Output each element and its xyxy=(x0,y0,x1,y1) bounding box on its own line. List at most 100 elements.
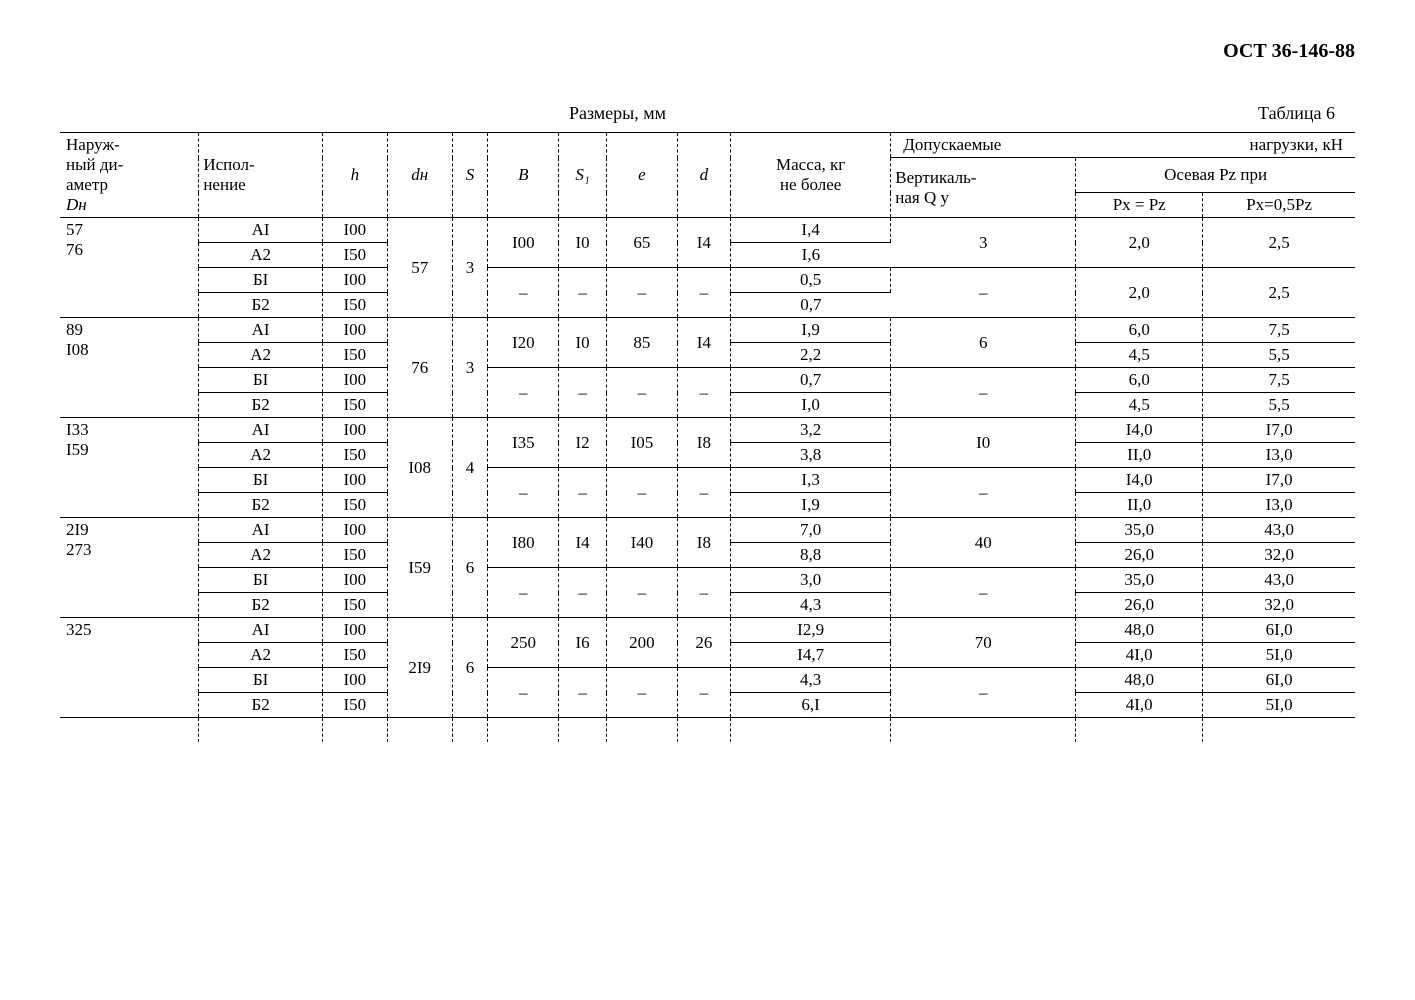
cell xyxy=(1203,718,1355,743)
table-row: БII00––––0,5–2,02,5 xyxy=(60,268,1355,293)
hdr-ispol-l1: Испол- xyxy=(203,155,254,174)
cell-px: 35,0 xyxy=(1076,518,1203,543)
cell-h: I50 xyxy=(322,693,387,718)
cell-px05: 32,0 xyxy=(1203,543,1355,568)
cell-mass: 3,2 xyxy=(731,418,891,443)
cell-ispol: АI xyxy=(199,318,323,343)
cell-h: I00 xyxy=(322,668,387,693)
table-row: БII00––––4,3–48,06I,0 xyxy=(60,668,1355,693)
cell-S: 6 xyxy=(452,518,488,618)
hdr-d: d xyxy=(677,133,730,218)
hdr-vert-l1: Вертикаль- xyxy=(895,168,976,187)
cell-px05: 43,0 xyxy=(1203,518,1355,543)
hdr-px-eq: Px = Pz xyxy=(1076,193,1203,218)
cell-mass: I,4 xyxy=(731,218,891,243)
cell-ispol: Б2 xyxy=(199,693,323,718)
cell-ispol: А2 xyxy=(199,643,323,668)
caption-row: Размеры, мм Таблица 6 xyxy=(60,103,1355,124)
cell-S1: – xyxy=(559,668,607,718)
cell-h: I50 xyxy=(322,493,387,518)
cell-B: – xyxy=(488,368,559,418)
cell-h: I50 xyxy=(322,593,387,618)
cell-h: I00 xyxy=(322,618,387,643)
cell-e: – xyxy=(607,568,678,618)
hdr-mass-l2: не более xyxy=(780,175,841,194)
cell-dn2: I59 xyxy=(387,518,452,618)
cell-ispol: БI xyxy=(199,468,323,493)
cell-px: II,0 xyxy=(1076,443,1203,468)
cell-dn2: 76 xyxy=(387,318,452,418)
hdr-px-half: Px=0,5Pz xyxy=(1203,193,1355,218)
cell-px05: I3,0 xyxy=(1203,443,1355,468)
cell-mass: 3,8 xyxy=(731,443,891,468)
cell-mass: I,0 xyxy=(731,393,891,418)
cell-mass: 6,I xyxy=(731,693,891,718)
cell-mass: 0,7 xyxy=(731,368,891,393)
cell xyxy=(452,718,488,743)
caption-center: Размеры, мм xyxy=(80,103,1155,124)
cell-e: – xyxy=(607,368,678,418)
cell-px: 2,0 xyxy=(1076,218,1203,268)
cell xyxy=(731,718,891,743)
cell-mass: I4,7 xyxy=(731,643,891,668)
cell-qy: – xyxy=(891,468,1076,518)
cell-e: – xyxy=(607,268,678,318)
cell-px: 6,0 xyxy=(1076,318,1203,343)
cell-qy: – xyxy=(891,368,1076,418)
cell-ispol: Б2 xyxy=(199,293,323,318)
hdr-load-left: Допускаемые xyxy=(903,135,1001,155)
cell-px05: 2,5 xyxy=(1203,218,1355,268)
cell-ispol: А2 xyxy=(199,543,323,568)
cell-px: 26,0 xyxy=(1076,543,1203,568)
table-row: I33I59АII00I084I35I2I05I83,2I0I4,0I7,0 xyxy=(60,418,1355,443)
cell-d: I4 xyxy=(677,318,730,368)
cell-mass: 4,3 xyxy=(731,668,891,693)
hdr-S1: S₁ xyxy=(559,133,607,218)
cell-dn2: 57 xyxy=(387,218,452,318)
cell xyxy=(488,718,559,743)
cell-dn2: 2I9 xyxy=(387,618,452,718)
cell-qy: – xyxy=(891,268,1076,318)
cell-mass: 2,2 xyxy=(731,343,891,368)
cell-B: – xyxy=(488,468,559,518)
cell-qy: 70 xyxy=(891,618,1076,668)
cell-ispol: АI xyxy=(199,218,323,243)
table-tail xyxy=(60,718,1355,743)
cell-e: 200 xyxy=(607,618,678,668)
cell-px05: I3,0 xyxy=(1203,493,1355,518)
cell-h: I00 xyxy=(322,568,387,593)
cell-d: – xyxy=(677,368,730,418)
cell-d: – xyxy=(677,268,730,318)
hdr-B: B xyxy=(488,133,559,218)
cell xyxy=(607,718,678,743)
cell-qy: – xyxy=(891,668,1076,718)
cell-h: I00 xyxy=(322,218,387,243)
cell xyxy=(559,718,607,743)
cell-d: – xyxy=(677,668,730,718)
cell-mass: I,6 xyxy=(731,243,891,268)
cell-mass: 8,8 xyxy=(731,543,891,568)
cell-px: 4,5 xyxy=(1076,393,1203,418)
cell-ispol: А2 xyxy=(199,243,323,268)
cell-ispol: АI xyxy=(199,518,323,543)
table-row: 2I9273АII00I596I80I4I40I87,04035,043,0 xyxy=(60,518,1355,543)
cell-qy: 6 xyxy=(891,318,1076,368)
cell-mass: 4,3 xyxy=(731,593,891,618)
cell-h: I50 xyxy=(322,443,387,468)
cell-S: 3 xyxy=(452,318,488,418)
cell-px05: 2,5 xyxy=(1203,268,1355,318)
cell-S1: I4 xyxy=(559,518,607,568)
hdr-ispol-l2: нение xyxy=(203,175,245,194)
cell-qy: 3 xyxy=(891,218,1076,268)
cell-ispol: А2 xyxy=(199,443,323,468)
cell-d: 26 xyxy=(677,618,730,668)
cell-ispol: БI xyxy=(199,268,323,293)
cell-B: I00 xyxy=(488,218,559,268)
cell-e: – xyxy=(607,468,678,518)
table-row: 89I08АII00763I20I085I4I,966,07,5 xyxy=(60,318,1355,343)
caption-right: Таблица 6 xyxy=(1155,103,1335,124)
hdr-dn-sym: Dн xyxy=(66,195,87,214)
hdr-h: h xyxy=(322,133,387,218)
cell-ispol: БI xyxy=(199,668,323,693)
cell-px: 48,0 xyxy=(1076,668,1203,693)
